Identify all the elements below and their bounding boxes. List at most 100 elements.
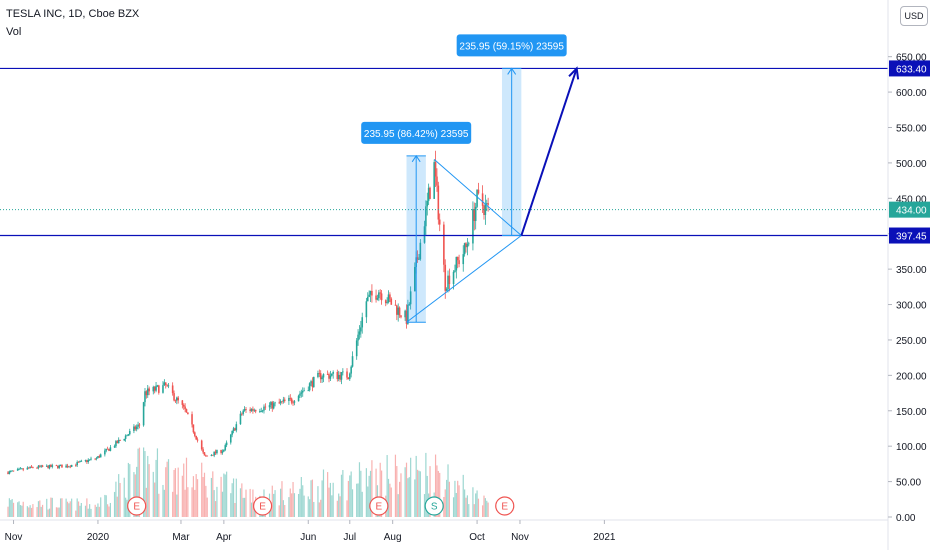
volume-bar [446,479,448,517]
volume-bar [104,494,106,517]
volume-bar [41,504,44,517]
currency-button[interactable]: USD [900,6,928,26]
candle [397,303,400,322]
candle [481,185,484,213]
event-marker: E [253,496,273,516]
candle-body [86,460,88,463]
candle-body [124,435,127,439]
candle [278,398,281,405]
candle [135,424,138,432]
volume-bar [19,505,22,517]
candle [389,292,391,302]
candle [87,458,90,464]
candle-body [376,298,379,300]
candle [434,150,437,187]
candle [29,466,31,469]
candle [436,168,438,192]
candle [274,401,276,407]
candle [379,289,382,300]
candle [445,287,448,292]
candle [394,299,397,306]
candle-body [229,434,232,443]
price-tick-label: 350.00 [896,265,927,276]
candle [443,221,445,273]
candle [463,242,466,257]
candle-body [245,409,247,410]
volume-bar [167,459,170,517]
candle-body [22,468,25,470]
candle [405,304,408,329]
volume-bar [191,487,193,517]
hline-price-label: 633.40 [896,64,927,75]
volume-bar [282,500,284,517]
candle [447,270,449,293]
volume-bar [339,496,341,517]
candle [61,464,63,468]
candle [239,410,242,425]
volume-bar [210,477,213,517]
candle-body [127,434,130,436]
volume-bar [165,467,167,517]
candle [293,399,296,406]
candle [425,200,427,235]
event-marker: E [127,496,147,516]
candle-body [350,366,352,374]
volume-bar [97,503,99,517]
volume-bar [59,498,62,517]
candle-body [268,405,271,408]
candle [483,204,485,220]
volume-bar [443,496,445,517]
candle-body [249,409,251,412]
candle [427,183,430,206]
volume-bar [418,470,420,517]
candle-body [303,390,305,392]
candle [235,421,238,433]
candle-body [203,452,206,456]
candle [181,399,184,409]
volume-bar [51,497,53,517]
candle [70,464,73,468]
volume-bar [476,490,478,517]
candle-body [462,254,465,265]
volume-bar [473,504,475,517]
candle [152,385,155,395]
volume-bar [57,507,59,517]
volume-bar [365,468,367,517]
candle-body [319,373,322,380]
candle [348,372,351,381]
candle [193,431,196,438]
volume-bar [307,496,309,517]
candle-body [429,187,431,199]
candle-body [177,397,179,401]
candle-body [117,439,120,444]
candle-body [164,382,167,385]
candle-body [476,189,478,207]
volume-bar [336,500,338,517]
candle [414,262,416,292]
candle [281,401,283,405]
candle-body [426,200,429,207]
candle [433,159,435,199]
candle-body [214,451,217,454]
candle [386,297,388,305]
volume-bar [410,457,412,517]
candle-body [84,460,87,462]
volume-bar [309,499,311,517]
candle-body [282,399,285,402]
measure-tool: 235.95 (86.42%) 23595 [361,121,472,323]
volume-bar [313,501,315,517]
volume-bar [87,508,89,517]
candle [19,467,22,470]
candle-body [109,447,112,451]
volume-bar [303,495,305,517]
candle-body [185,409,188,413]
volume-bar [379,462,381,517]
candle [438,213,441,232]
candle [473,202,476,231]
candle-body [36,467,38,469]
candle [271,400,274,412]
candle [225,440,228,448]
candle-body [398,307,401,316]
hline-price-label-box [889,60,930,77]
